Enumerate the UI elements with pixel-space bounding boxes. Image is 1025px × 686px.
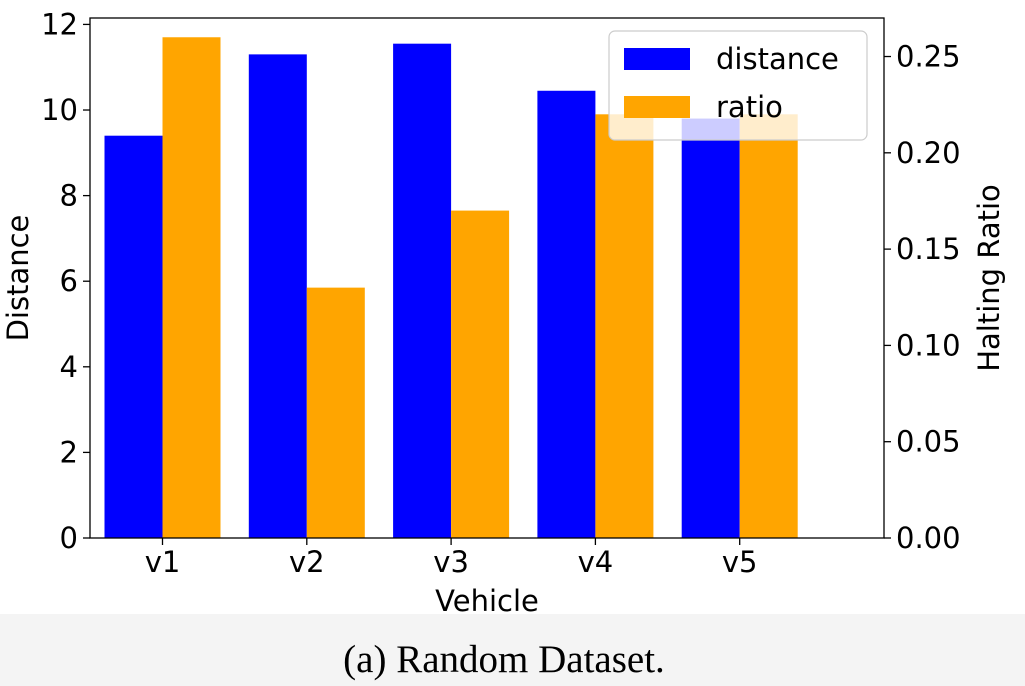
bar-ratio-v4 xyxy=(595,114,654,538)
y-tick-label: 8 xyxy=(60,179,78,213)
x-tick-label: v3 xyxy=(433,545,469,579)
y-tick-label: 2 xyxy=(60,435,78,469)
bar-ratio-v2 xyxy=(306,287,365,538)
legend-label-ratio: ratio xyxy=(716,90,783,124)
y-tick-label: 10 xyxy=(41,93,78,127)
y2-tick-label: 0.20 xyxy=(896,136,961,170)
y2-tick-label: 0.25 xyxy=(896,40,961,74)
y-tick-label: 0 xyxy=(60,521,78,555)
legend-swatch-ratio xyxy=(624,96,690,118)
legend-swatch-distance xyxy=(624,48,690,70)
plot-frame xyxy=(89,17,885,539)
y2-tick-label: 0.10 xyxy=(896,328,961,362)
x-tick-label: v1 xyxy=(145,545,181,579)
y-tick-label: 6 xyxy=(60,264,78,298)
bars-group xyxy=(104,37,798,539)
figure-caption: (a) Random Dataset. xyxy=(343,638,665,681)
x-tick-label: v5 xyxy=(722,545,758,579)
y-axis-label: Distance xyxy=(1,215,35,342)
bar-distance-v3 xyxy=(393,43,452,538)
bar-ratio-v5 xyxy=(739,114,798,538)
y-tick-label: 4 xyxy=(60,350,78,384)
bar-ratio-v3 xyxy=(451,210,510,538)
bar-distance-v4 xyxy=(537,90,596,538)
bar-distance-v5 xyxy=(681,118,740,538)
bar-ratio-v1 xyxy=(162,37,221,539)
bar-distance-v2 xyxy=(248,54,307,538)
legend-label-distance: distance xyxy=(716,42,839,76)
caption-background xyxy=(0,614,1025,686)
x-tick-label: v4 xyxy=(578,545,614,579)
y2-tick-label: 0.05 xyxy=(896,425,961,459)
bar-distance-v1 xyxy=(104,135,163,538)
x-axis-label: Vehicle xyxy=(435,584,539,618)
y2-axis-label: Halting Ratio xyxy=(972,184,1006,372)
legend: distance ratio xyxy=(608,30,868,141)
axes-group: v1 v2 v3 v4 v5 0 2 4 6 8 10 12 0.00 0.05 0.10 0.15 0.20 0… xyxy=(41,7,960,579)
y2-tick-label: 0.00 xyxy=(896,521,961,555)
y2-tick-label: 0.15 xyxy=(896,232,961,266)
x-tick-label: v2 xyxy=(289,545,325,579)
y-tick-label: 12 xyxy=(41,7,78,41)
